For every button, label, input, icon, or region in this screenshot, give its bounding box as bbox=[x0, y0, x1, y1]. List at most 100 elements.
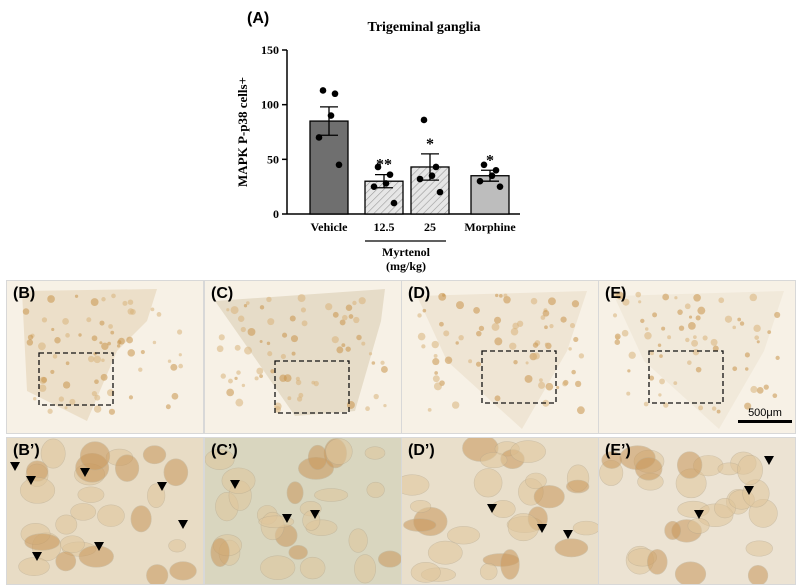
stained-cell bbox=[94, 379, 99, 385]
stained-cell bbox=[178, 353, 182, 357]
stained-cell bbox=[266, 296, 272, 303]
stained-cell bbox=[216, 345, 224, 353]
stained-cell bbox=[615, 335, 620, 340]
micrograph-image bbox=[417, 291, 587, 429]
neuron-cell bbox=[325, 438, 353, 465]
stained-cell bbox=[78, 333, 82, 337]
arrowhead-marker bbox=[157, 482, 167, 491]
stained-cell bbox=[361, 341, 366, 346]
neuron-cell bbox=[427, 540, 463, 565]
stained-cell bbox=[434, 371, 438, 375]
stained-cell bbox=[128, 395, 134, 400]
stained-cell bbox=[737, 317, 742, 322]
stained-cell bbox=[64, 406, 68, 410]
neuron-cell bbox=[55, 551, 77, 572]
panel-label: (E’) bbox=[605, 442, 631, 459]
neuron-cell bbox=[410, 562, 441, 583]
stained-cell bbox=[279, 374, 287, 382]
stained-cell bbox=[673, 381, 678, 386]
neuron-cell bbox=[146, 564, 169, 584]
stained-cell bbox=[110, 330, 115, 335]
neuron-cell bbox=[147, 483, 166, 508]
stained-cell bbox=[245, 301, 250, 305]
stained-cell bbox=[325, 303, 333, 311]
data-point bbox=[436, 188, 444, 196]
stained-cell bbox=[677, 309, 683, 315]
stained-cell bbox=[439, 321, 444, 327]
arrowhead-marker bbox=[563, 530, 573, 539]
stained-cell bbox=[688, 321, 696, 330]
stained-cell bbox=[432, 375, 440, 383]
stained-cell bbox=[612, 291, 619, 297]
stained-cell bbox=[353, 316, 360, 324]
stained-cell bbox=[712, 345, 719, 352]
stained-cell bbox=[476, 330, 482, 337]
stained-cell bbox=[756, 340, 760, 344]
panel-label: (E) bbox=[605, 285, 627, 302]
zoom-region-box bbox=[648, 350, 724, 404]
stained-cell bbox=[688, 315, 693, 319]
stained-cell bbox=[718, 297, 725, 304]
neuron-cell bbox=[745, 540, 773, 557]
stained-cell bbox=[226, 388, 235, 397]
neuron-cell bbox=[18, 557, 50, 576]
stained-cell bbox=[545, 382, 554, 391]
x-tick-label: 25 bbox=[424, 220, 436, 234]
micrograph-zoom-3: (D’) bbox=[401, 437, 599, 585]
stained-cell bbox=[108, 324, 113, 329]
neuron-cell bbox=[115, 454, 140, 482]
stained-cell bbox=[433, 353, 438, 358]
stained-cell bbox=[177, 329, 183, 335]
data-point bbox=[315, 134, 323, 141]
stained-cell bbox=[127, 308, 134, 315]
neuron-cell bbox=[77, 486, 105, 503]
stained-cell bbox=[724, 315, 733, 323]
stained-cell bbox=[622, 298, 630, 306]
stained-cell bbox=[345, 304, 353, 311]
stained-cell bbox=[332, 311, 339, 318]
panel-label: (C’) bbox=[211, 442, 238, 459]
stained-cell bbox=[503, 296, 511, 304]
neuron-cell bbox=[205, 449, 235, 470]
stained-cell bbox=[266, 341, 271, 346]
data-point bbox=[382, 180, 390, 187]
stained-cell bbox=[431, 340, 439, 349]
stained-cell bbox=[652, 312, 658, 318]
neuron-cell bbox=[410, 500, 432, 513]
neuron-cell bbox=[364, 446, 386, 460]
neuron-cell bbox=[260, 555, 296, 580]
stained-cell bbox=[710, 338, 718, 346]
stained-cell bbox=[494, 395, 501, 402]
data-point bbox=[492, 166, 500, 174]
stained-cell bbox=[560, 316, 567, 323]
data-point bbox=[420, 116, 428, 124]
arrowhead-marker bbox=[764, 456, 774, 465]
stained-cell bbox=[643, 401, 649, 407]
y-tick-label: 100 bbox=[261, 98, 279, 112]
stained-cell bbox=[297, 294, 306, 303]
stained-cell bbox=[767, 330, 772, 335]
stained-cell bbox=[150, 307, 155, 312]
group-title: Myrtenol bbox=[382, 245, 431, 259]
zoom-region-box bbox=[274, 360, 350, 414]
stained-cell bbox=[569, 323, 576, 329]
stained-cell bbox=[33, 397, 37, 401]
stained-cell bbox=[91, 335, 98, 342]
panel-a: (A) Trigeminal ganglia MAPK P-p38 cells+… bbox=[0, 0, 800, 278]
neuron-cell bbox=[566, 479, 590, 494]
stained-cell bbox=[494, 337, 503, 346]
stained-cell bbox=[532, 352, 540, 360]
stained-cell bbox=[657, 343, 662, 348]
stained-cell bbox=[100, 373, 108, 381]
stained-cell bbox=[301, 320, 308, 327]
neuron-cell bbox=[142, 445, 167, 465]
stained-cell bbox=[234, 344, 241, 351]
stained-cell bbox=[444, 356, 453, 364]
stained-cell bbox=[167, 359, 172, 363]
neuron-cell bbox=[55, 514, 78, 535]
stained-cell bbox=[540, 315, 546, 320]
stained-cell bbox=[300, 307, 307, 313]
stained-cell bbox=[93, 405, 102, 413]
stained-cell bbox=[365, 406, 370, 412]
arrowhead-marker bbox=[26, 476, 36, 485]
